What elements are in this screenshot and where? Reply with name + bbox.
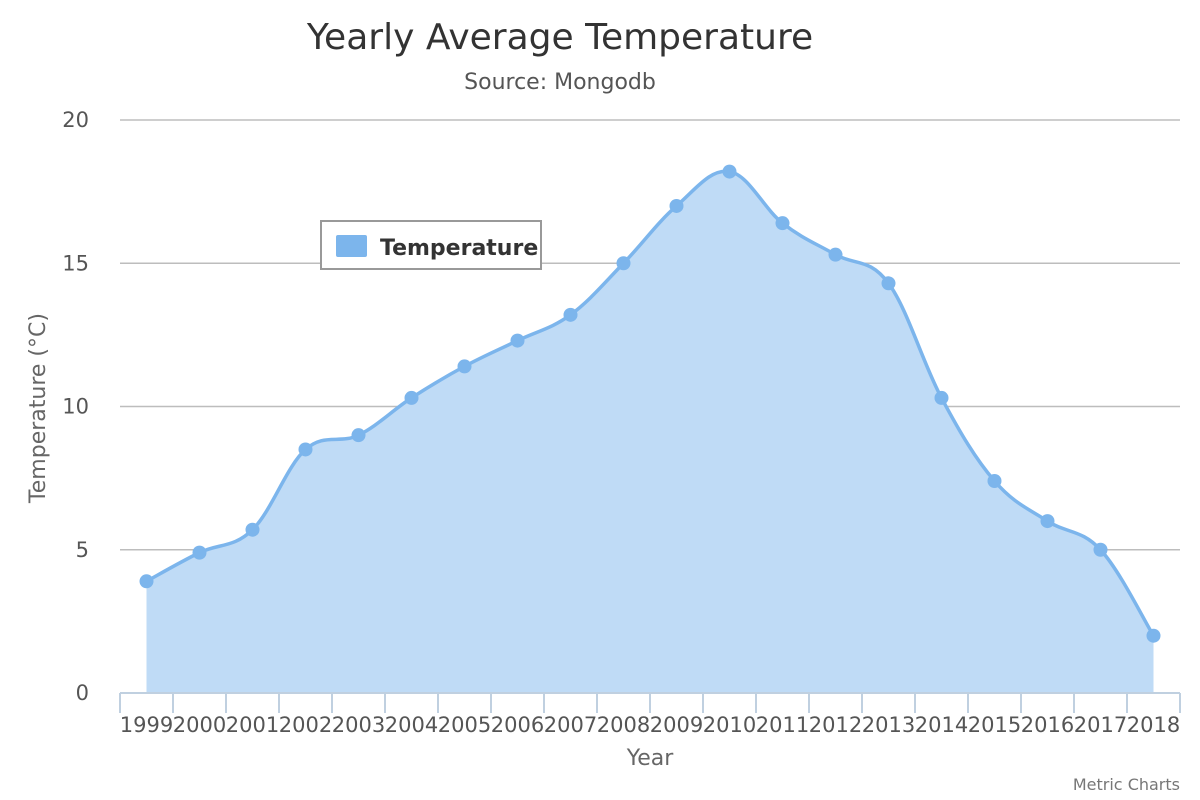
series-area-fill (146, 171, 1154, 694)
x-axis-title: Year (626, 746, 675, 771)
data-point[interactable] (775, 216, 790, 231)
data-point[interactable] (510, 333, 525, 348)
data-point[interactable] (563, 307, 578, 322)
y-tick-label: 5 (76, 538, 89, 562)
x-tick-label: 2015 (968, 713, 1021, 737)
x-tick-label: 2018 (1127, 713, 1180, 737)
data-point[interactable] (1093, 542, 1108, 557)
x-tick-label: 2013 (862, 713, 915, 737)
data-point[interactable] (457, 359, 472, 374)
data-point[interactable] (351, 428, 366, 443)
y-tick-label: 0 (76, 681, 89, 705)
data-point[interactable] (669, 198, 684, 213)
legend-swatch (336, 235, 367, 257)
x-tick-label: 2000 (173, 713, 226, 737)
x-tick-label: 2017 (1074, 713, 1127, 737)
data-point[interactable] (298, 442, 313, 457)
x-tick-label: 2008 (597, 713, 650, 737)
data-point[interactable] (139, 574, 154, 589)
x-tick-label: 2016 (1021, 713, 1074, 737)
x-tick-label: 2009 (650, 713, 703, 737)
x-tick-label: 2004 (385, 713, 438, 737)
x-tick-label: 2014 (915, 713, 968, 737)
x-tick-label: 2002 (279, 713, 332, 737)
series-temperature[interactable] (139, 164, 1161, 694)
legend-label-temperature[interactable]: Temperature (380, 236, 538, 261)
data-point[interactable] (934, 390, 949, 405)
data-point[interactable] (1040, 514, 1055, 529)
data-point[interactable] (722, 164, 737, 179)
y-axis: 0 5 10 15 20 (62, 108, 89, 705)
y-tick-label: 20 (62, 108, 89, 132)
data-point[interactable] (881, 276, 896, 291)
x-tick-label: 2005 (438, 713, 491, 737)
x-tick-label: 2011 (756, 713, 809, 737)
data-point[interactable] (616, 256, 631, 271)
data-point[interactable] (192, 545, 207, 560)
chart-subtitle: Source: Mongodb (464, 70, 656, 95)
y-axis-title: Temperature (°C) (26, 313, 51, 504)
x-tick-label: 1999 (120, 713, 173, 737)
x-tick-label: 2001 (226, 713, 279, 737)
legend[interactable]: Temperature (320, 220, 542, 270)
x-tick-label: 2010 (703, 713, 756, 737)
x-tick-label: 2003 (332, 713, 385, 737)
data-point[interactable] (245, 522, 260, 537)
data-point[interactable] (404, 390, 419, 405)
data-point[interactable] (828, 247, 843, 262)
x-tick-label: 2012 (809, 713, 862, 737)
y-tick-label: 15 (62, 251, 89, 275)
x-tick-label: 2007 (544, 713, 597, 737)
x-axis: 1999 2000 2001 2002 2003 2004 2005 2006 2007 2008… (119, 692, 1181, 737)
chart-credits[interactable]: Metric Charts (1073, 775, 1180, 794)
y-tick-label: 10 (62, 395, 89, 419)
data-point[interactable] (987, 473, 1002, 488)
data-point[interactable] (1146, 628, 1161, 643)
x-tick-label: 2006 (491, 713, 544, 737)
chart-title: Yearly Average Temperature (306, 17, 813, 58)
